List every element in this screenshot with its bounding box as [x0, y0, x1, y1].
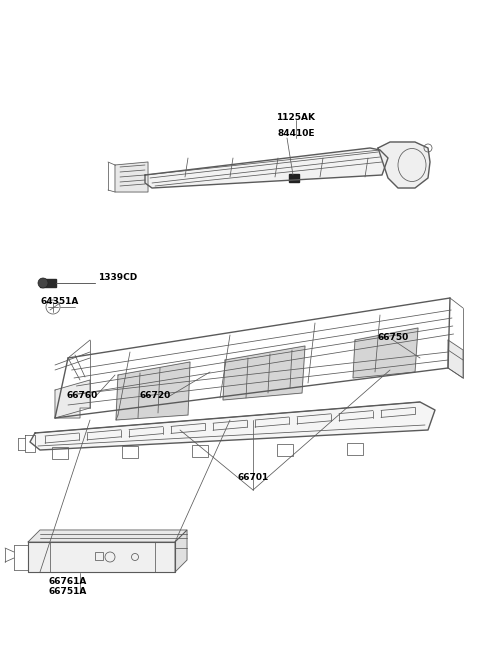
Text: 66760: 66760	[66, 390, 97, 400]
Polygon shape	[223, 346, 305, 400]
Bar	[95, 552, 103, 560]
Polygon shape	[55, 380, 90, 418]
Polygon shape	[175, 530, 187, 572]
Text: 1125AK: 1125AK	[276, 113, 315, 122]
Circle shape	[38, 278, 48, 288]
Text: 66750: 66750	[377, 333, 408, 341]
Polygon shape	[116, 362, 190, 420]
Text: 1339CD: 1339CD	[98, 274, 138, 282]
Polygon shape	[289, 174, 299, 182]
Polygon shape	[115, 162, 148, 192]
Bar	[192, 445, 208, 457]
Bar	[122, 446, 138, 458]
Text: 66701: 66701	[238, 474, 269, 483]
Text: 66761A: 66761A	[49, 578, 87, 586]
Bar	[277, 444, 293, 456]
Polygon shape	[353, 328, 418, 378]
Polygon shape	[448, 340, 463, 378]
Text: 84410E: 84410E	[277, 128, 315, 138]
Polygon shape	[30, 402, 435, 450]
Polygon shape	[40, 279, 56, 287]
Bar	[347, 443, 363, 455]
Bar	[52, 447, 68, 458]
Polygon shape	[145, 148, 388, 188]
Polygon shape	[378, 142, 430, 188]
Polygon shape	[28, 542, 175, 572]
Polygon shape	[28, 530, 187, 542]
Text: 64351A: 64351A	[41, 297, 79, 305]
Text: 66720: 66720	[139, 390, 170, 400]
Text: 66751A: 66751A	[49, 588, 87, 597]
